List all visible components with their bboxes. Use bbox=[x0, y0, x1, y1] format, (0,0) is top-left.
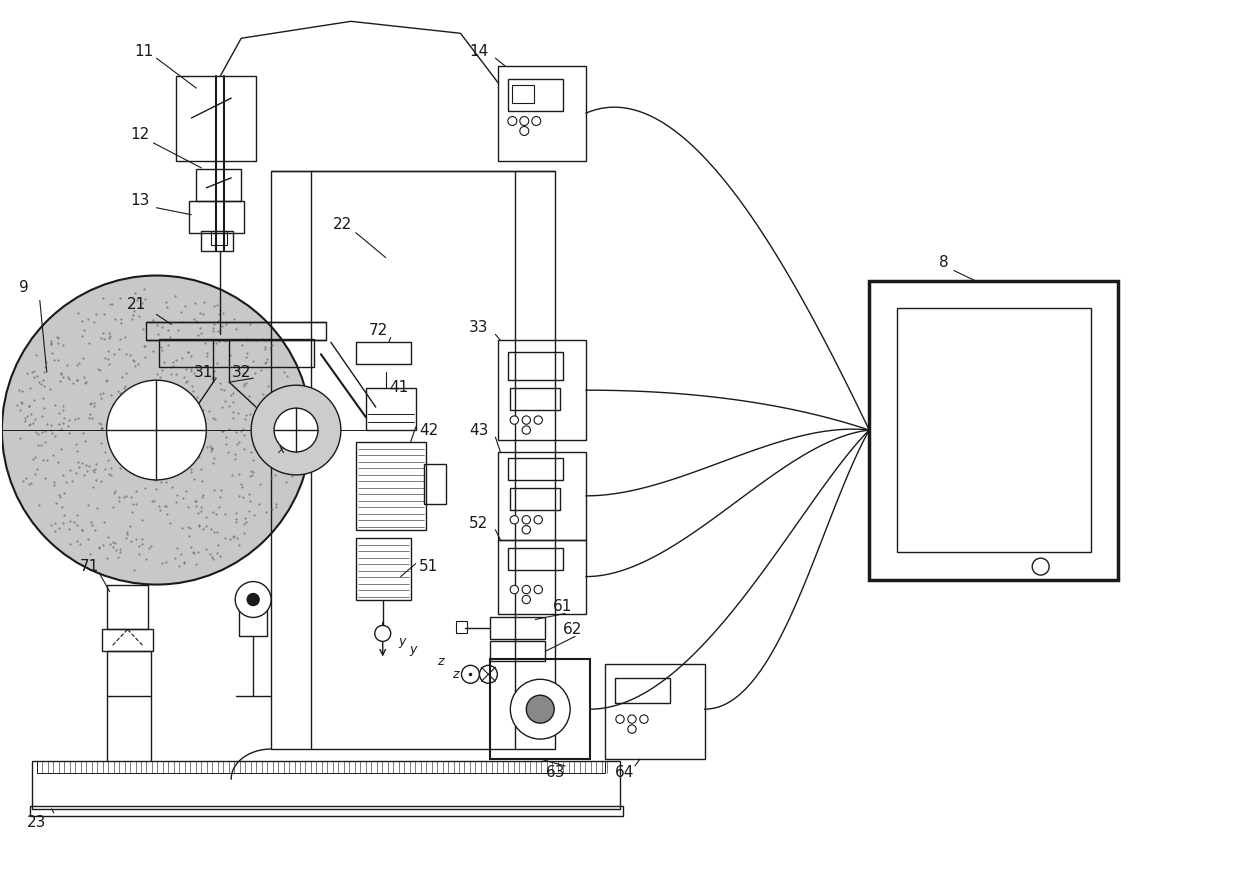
Text: 62: 62 bbox=[563, 622, 582, 637]
Circle shape bbox=[627, 725, 636, 733]
Text: z: z bbox=[438, 655, 444, 668]
Circle shape bbox=[616, 715, 624, 723]
Circle shape bbox=[1032, 558, 1049, 575]
Text: 9: 9 bbox=[19, 280, 29, 295]
Text: 43: 43 bbox=[469, 423, 489, 438]
Text: 21: 21 bbox=[126, 297, 146, 312]
Text: 71: 71 bbox=[81, 559, 99, 574]
Text: 51: 51 bbox=[419, 559, 438, 574]
Text: y: y bbox=[399, 635, 405, 648]
Circle shape bbox=[510, 516, 518, 524]
Text: 12: 12 bbox=[130, 128, 149, 143]
Text: 72: 72 bbox=[370, 323, 388, 338]
Text: 61: 61 bbox=[553, 599, 572, 614]
Text: 41: 41 bbox=[389, 380, 408, 394]
Text: 8: 8 bbox=[939, 255, 949, 270]
Text: 33: 33 bbox=[469, 320, 489, 334]
Circle shape bbox=[520, 127, 528, 136]
Circle shape bbox=[508, 117, 517, 126]
Circle shape bbox=[461, 665, 480, 683]
Circle shape bbox=[374, 625, 391, 641]
Circle shape bbox=[627, 715, 636, 723]
Text: 11: 11 bbox=[134, 44, 153, 59]
Circle shape bbox=[522, 585, 531, 594]
Circle shape bbox=[534, 416, 542, 425]
Circle shape bbox=[247, 593, 259, 606]
Circle shape bbox=[522, 525, 531, 534]
Circle shape bbox=[252, 385, 341, 475]
Circle shape bbox=[532, 117, 541, 126]
Text: 13: 13 bbox=[130, 194, 149, 208]
Text: x: x bbox=[293, 442, 300, 455]
Text: 63: 63 bbox=[546, 765, 565, 780]
Circle shape bbox=[534, 516, 542, 524]
Circle shape bbox=[236, 582, 272, 617]
Text: 22: 22 bbox=[334, 217, 352, 232]
Circle shape bbox=[522, 416, 531, 425]
Text: 42: 42 bbox=[419, 423, 438, 438]
Text: 31: 31 bbox=[193, 365, 213, 380]
Circle shape bbox=[522, 595, 531, 604]
Circle shape bbox=[534, 585, 542, 594]
Circle shape bbox=[640, 715, 649, 723]
Text: 52: 52 bbox=[469, 516, 489, 532]
Text: 14: 14 bbox=[469, 44, 489, 59]
Circle shape bbox=[480, 665, 497, 683]
Circle shape bbox=[522, 516, 531, 524]
Text: y: y bbox=[409, 643, 417, 656]
Circle shape bbox=[510, 585, 518, 594]
Circle shape bbox=[526, 695, 554, 723]
Text: z: z bbox=[453, 668, 459, 681]
Text: 32: 32 bbox=[232, 365, 250, 380]
Text: 64: 64 bbox=[615, 765, 635, 780]
Circle shape bbox=[107, 380, 206, 480]
Circle shape bbox=[520, 117, 528, 126]
Text: x: x bbox=[278, 443, 285, 457]
Circle shape bbox=[274, 409, 317, 452]
Circle shape bbox=[2, 276, 311, 584]
Circle shape bbox=[510, 416, 518, 425]
Circle shape bbox=[511, 680, 570, 739]
Circle shape bbox=[522, 425, 531, 434]
Text: 23: 23 bbox=[27, 815, 47, 830]
